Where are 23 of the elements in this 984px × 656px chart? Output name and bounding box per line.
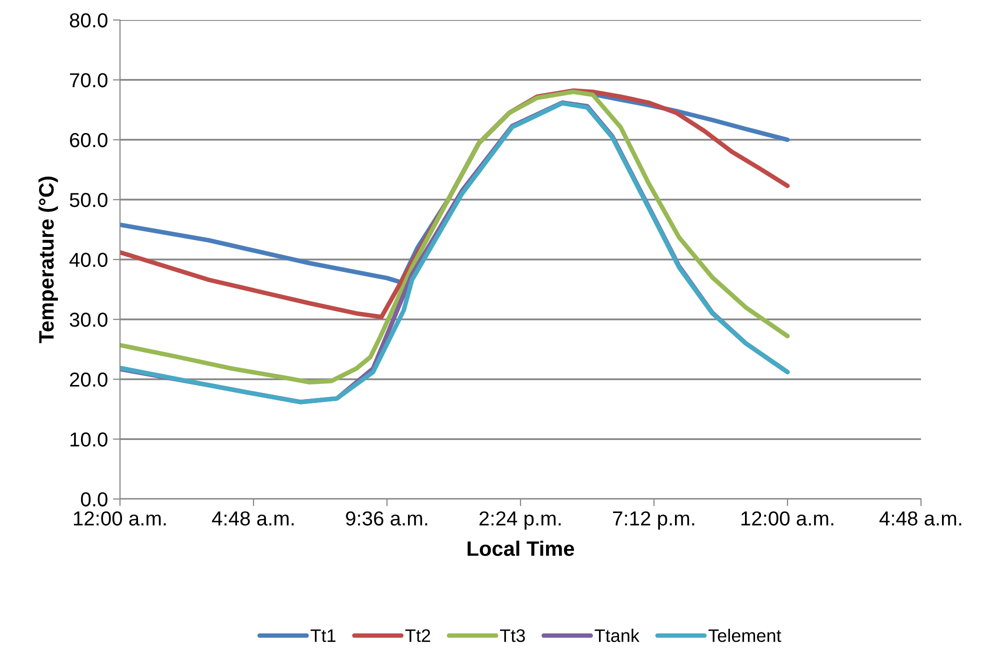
x-tick-label: 7:12 p.m. [613,511,694,530]
legend-label: Tt3 [500,629,525,642]
y-tick-label: 0.0 [80,492,108,506]
y-tick-label: 30.0 [70,312,108,327]
legend-label: Tt1 [310,629,336,642]
x-tick-label: 12:00 a.m. [74,511,166,526]
y-tick-label: 10.0 [70,432,108,447]
legend-label: Tt2 [405,629,430,642]
y-tick-label: 40.0 [69,252,108,267]
x-axis-title: Local Time [468,540,574,556]
x-tick-label: 2:24 p.m. [480,511,561,530]
x-tick-label: 12:00 a.m. [741,511,834,526]
y-tick-label: 60.0 [70,132,108,148]
y-axis-title: Temperature (°C) [38,176,58,344]
y-tick-label: 20.0 [70,372,108,387]
legend-label: Telement [708,628,782,642]
x-tick-label: 4:48 a.m. [879,511,962,526]
x-tick-label: 9:36 a.m. [346,511,428,526]
x-tick-label: 4:48 a.m. [212,511,294,526]
y-tick-label: 50.0 [70,192,108,208]
y-tick-label: 80.0 [70,13,108,28]
y-tick-label: 70.0 [70,73,108,88]
legend-label: Ttank [594,628,640,642]
